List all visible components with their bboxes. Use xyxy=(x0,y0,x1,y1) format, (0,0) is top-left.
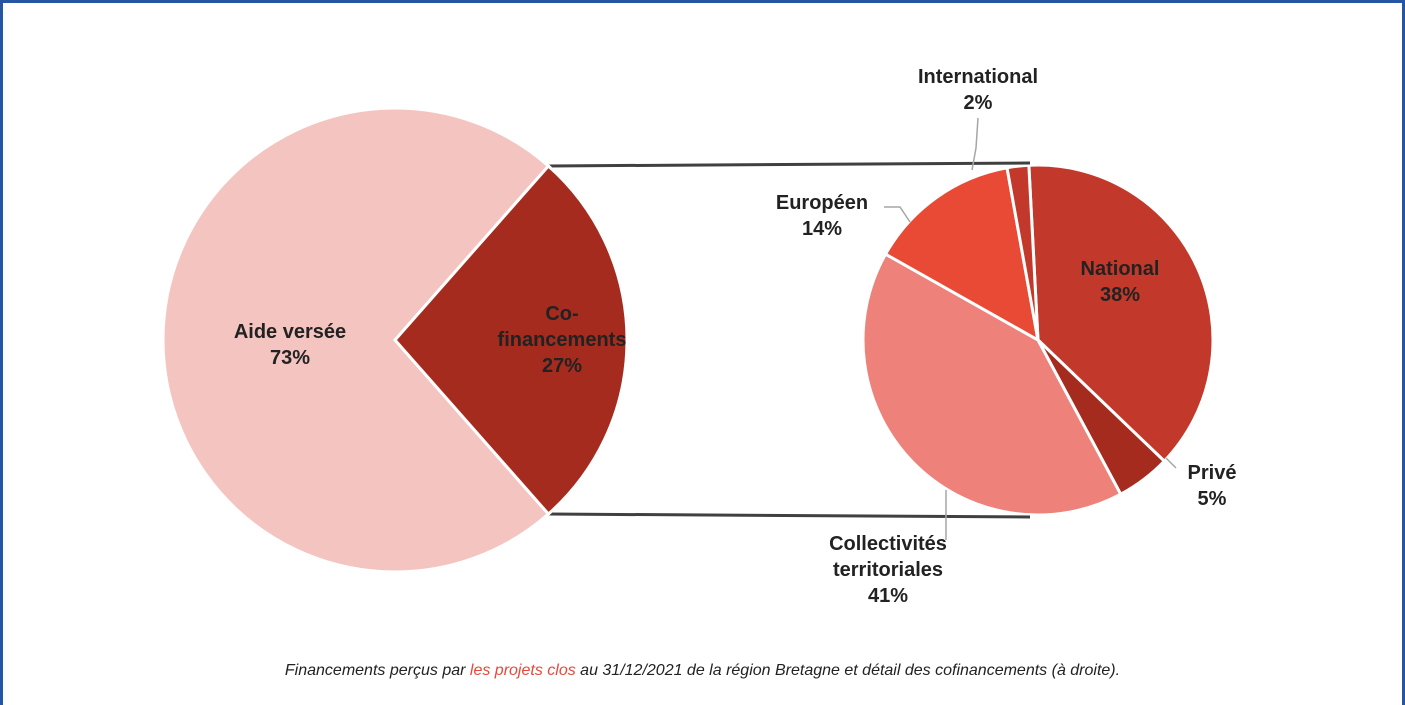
label-value: 5% xyxy=(1197,488,1227,510)
pie-slice xyxy=(393,163,629,517)
caption: Financements perçus par les projets clos… xyxy=(0,662,1405,680)
slice-label: Co-financements 27% xyxy=(497,301,627,379)
label-value: 27% xyxy=(541,355,583,377)
label-value: 73% xyxy=(269,347,311,369)
label-value: 38% xyxy=(1099,284,1141,306)
slice-label: Privé 5% xyxy=(1172,460,1252,512)
slice-label: Aide versée 73% xyxy=(190,319,390,371)
connector xyxy=(548,512,1031,519)
pie-slice xyxy=(1005,163,1040,341)
slice-label: Européen 14% xyxy=(752,190,892,242)
label-value: 2% xyxy=(963,92,993,114)
pie-slice xyxy=(161,106,551,574)
label-value: 41% xyxy=(867,585,909,607)
label-name: National xyxy=(1080,258,1160,280)
caption-text: Financements perçus par xyxy=(284,662,470,679)
connector xyxy=(548,161,1031,168)
slice-label: Collectivités territoriales 41% xyxy=(798,531,978,609)
label-name: Aide versée xyxy=(233,321,347,343)
pie-slice xyxy=(883,166,1041,343)
leader-line xyxy=(971,117,979,171)
label-name: Européen xyxy=(775,192,869,214)
slice-label: National 38% xyxy=(1060,256,1180,308)
slice-label: International 2% xyxy=(888,64,1068,116)
label-name: International xyxy=(917,66,1038,88)
label-name: Collectivités territoriales xyxy=(829,533,947,581)
label-name: Co-financements xyxy=(497,303,627,351)
caption-link[interactable]: les projets clos xyxy=(469,662,576,679)
leader-line xyxy=(884,206,911,223)
label-value: 14% xyxy=(801,218,843,240)
label-name: Privé xyxy=(1187,462,1237,484)
pie-slice xyxy=(861,252,1123,517)
caption-text: au 31/12/2021 de la région Bretagne et d… xyxy=(575,662,1121,679)
leader-line xyxy=(1165,457,1177,469)
pie-slice xyxy=(1027,163,1215,464)
